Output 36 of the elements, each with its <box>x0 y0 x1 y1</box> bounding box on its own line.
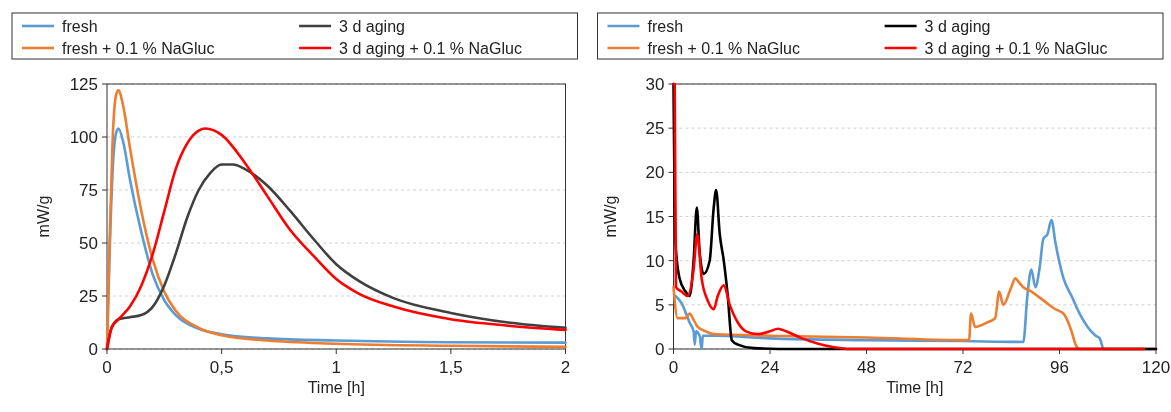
x-tick-label: 0,5 <box>209 358 234 377</box>
x-tick-label: 120 <box>1141 358 1171 377</box>
y-tick-label: 5 <box>655 295 665 315</box>
y-tick-label: 0 <box>88 340 98 359</box>
legend-label: fresh <box>62 18 98 35</box>
y-axis-title: mW/g <box>35 195 52 238</box>
y-tick-label: 25 <box>645 119 665 139</box>
y-tick-label: 125 <box>69 75 98 94</box>
y-tick-label: 15 <box>645 207 665 227</box>
y-tick-label: 20 <box>645 163 665 183</box>
legend-label: fresh <box>647 18 684 35</box>
legend-label: fresh + 0.1 % NaGluc <box>647 40 801 57</box>
y-tick-label: 25 <box>79 287 98 306</box>
x-tick-label: 0 <box>668 358 679 377</box>
legend-label: 3 d aging + 0.1 % NaGluc <box>339 40 522 57</box>
y-tick-label: 10 <box>645 251 665 271</box>
y-tick-label: 75 <box>79 181 98 200</box>
x-tick-label: 2 <box>560 358 571 377</box>
x-tick-label: 0 <box>102 358 112 377</box>
legend-label: fresh + 0.1 % NaGluc <box>62 40 215 57</box>
x-axis-title: Time [h] <box>307 379 365 396</box>
legend-label: 3 d aging <box>339 18 405 35</box>
y-axis-title: mW/g <box>601 195 619 238</box>
x-tick-label: 1 <box>331 358 341 377</box>
x-tick-label: 72 <box>953 358 973 377</box>
x-tick-label: 1,5 <box>439 358 463 377</box>
y-tick-label: 50 <box>79 234 98 253</box>
y-tick-label: 0 <box>655 340 665 359</box>
legend-label: 3 d aging + 0.1 % NaGluc <box>924 40 1108 57</box>
x-tick-label: 96 <box>1050 358 1069 377</box>
y-tick-label: 100 <box>69 128 98 147</box>
x-axis-title: Time [h] <box>886 379 944 396</box>
x-tick-label: 48 <box>857 358 876 377</box>
y-tick-label: 30 <box>645 75 665 94</box>
legend-label: 3 d aging <box>924 18 991 35</box>
x-tick-label: 24 <box>760 358 780 377</box>
